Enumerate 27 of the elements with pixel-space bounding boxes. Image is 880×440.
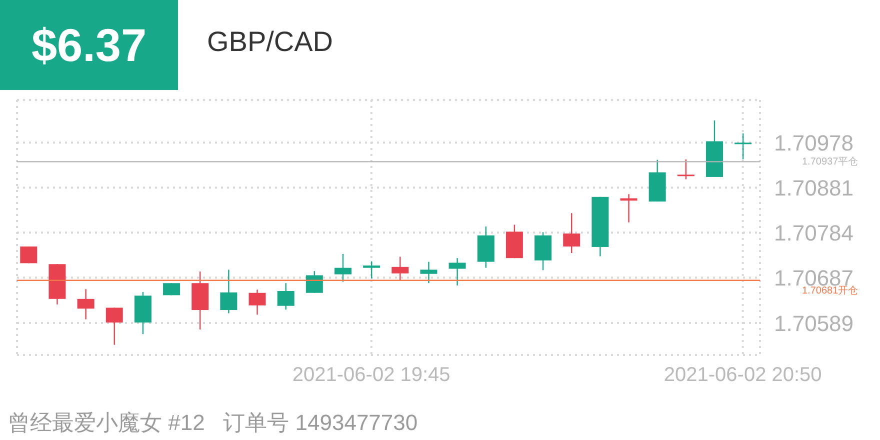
text: 曾经最爱小魔女 #12 订单号 1493477730 [8, 409, 418, 437]
candlestick [106, 307, 123, 346]
candlestick [77, 288, 94, 320]
candlestick [306, 270, 323, 294]
y-tick-label: 1.70881 [774, 175, 854, 200]
candlestick [334, 253, 352, 282]
y-tick-label: 1.70978 [774, 130, 854, 156]
candlestick [448, 258, 466, 286]
candlestick [563, 212, 580, 254]
candlestick [392, 256, 409, 281]
candlestick [363, 260, 380, 280]
candlestick [420, 261, 438, 284]
y-tick-label: 1.70784 [774, 220, 854, 246]
x-tick-label: 2021-06-02 19:45 [292, 364, 450, 386]
candlestick [163, 282, 180, 296]
candlestick [277, 282, 294, 310]
candlestick [220, 269, 238, 314]
candlestick [734, 132, 752, 160]
chart-title: GBP/CAD [207, 26, 334, 58]
chart-subtitle: $6.37 [0, 0, 178, 90]
candlestick [20, 246, 38, 264]
candlestick [677, 158, 694, 180]
candlestick [248, 289, 266, 316]
x-tick-label: 2021-06-02 20:50 [664, 364, 822, 386]
y-tick-label: 1.70589 [774, 310, 854, 336]
ref-line-label: 1.70937平仓 [802, 156, 858, 168]
ref-line-label: 1.70681开仓 [802, 284, 858, 296]
